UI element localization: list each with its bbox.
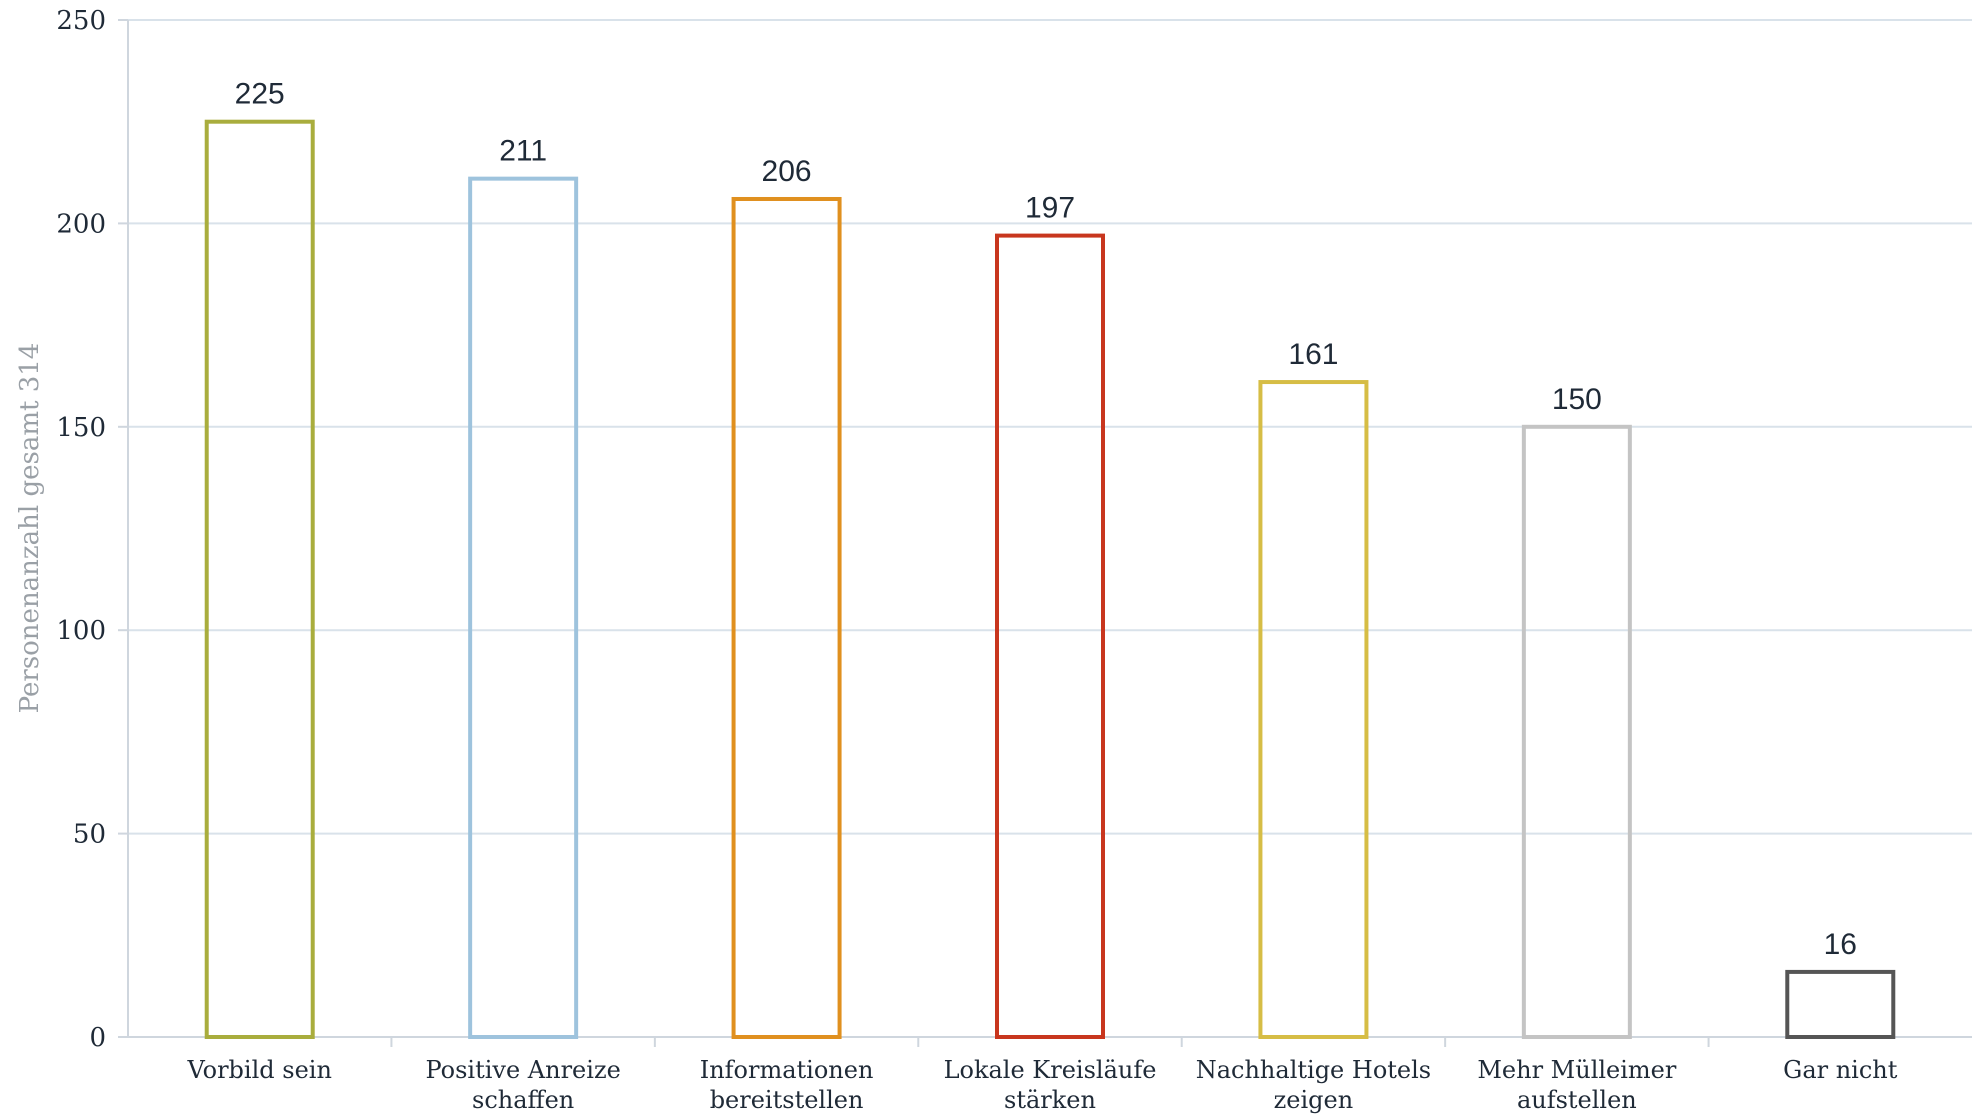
x-tick-label: Nachhaltige Hotels zeigen xyxy=(1196,1056,1431,1114)
y-tick-label: 50 xyxy=(73,820,106,850)
bar xyxy=(1258,380,1369,1039)
x-tick-label: Lokale Kreisläufe stärken xyxy=(944,1056,1157,1114)
y-axis-label: Personenanzahl gesamt 314 xyxy=(15,343,45,714)
bar xyxy=(204,119,315,1039)
x-tick-label-line: Nachhaltige Hotels xyxy=(1196,1056,1431,1084)
x-tick-label-line: Mehr Mülleimer xyxy=(1477,1056,1677,1084)
y-tick-label: 250 xyxy=(56,6,106,36)
bars xyxy=(204,119,1896,1040)
data-label: 206 xyxy=(762,155,812,188)
bar xyxy=(995,233,1105,1039)
data-label: 16 xyxy=(1824,928,1857,961)
x-tick-label-line: bereitstellen xyxy=(710,1086,864,1114)
data-label: 225 xyxy=(235,78,285,111)
x-tick-label-line: schaffen xyxy=(472,1086,574,1114)
y-tick-label: 0 xyxy=(89,1023,106,1053)
x-tick-label-line: Lokale Kreisläufe xyxy=(944,1056,1157,1084)
x-tick-label: Informationen bereitstellen xyxy=(700,1056,874,1114)
x-tick-label-line: Gar nicht xyxy=(1783,1056,1898,1084)
x-tick-label: Vorbild sein xyxy=(187,1056,332,1084)
x-tick-label-line: Positive Anreize xyxy=(425,1056,620,1084)
y-tick-label: 200 xyxy=(56,209,106,239)
grid-lines xyxy=(118,19,1972,1047)
x-tick-label-line: zeigen xyxy=(1274,1086,1354,1114)
data-label: 197 xyxy=(1025,192,1075,225)
x-tick-label: Gar nicht xyxy=(1783,1056,1898,1084)
value-labels: 225 211 206 197 161 150 16 xyxy=(235,78,1857,961)
bar xyxy=(731,196,842,1039)
data-label: 161 xyxy=(1288,338,1338,371)
bar xyxy=(1785,969,1896,1039)
axes xyxy=(127,20,1972,1038)
data-label: 150 xyxy=(1552,383,1602,416)
category-labels: Vorbild sein Positive Anreize schaffen Info… xyxy=(187,1056,1898,1114)
bar xyxy=(468,176,579,1040)
x-tick-label-line: aufstellen xyxy=(1517,1086,1637,1114)
data-label: 211 xyxy=(499,135,547,168)
bar xyxy=(1521,424,1632,1039)
y-tick-labels: 0 50 100 150 200 250 xyxy=(56,6,106,1053)
y-tick-label: 100 xyxy=(56,616,106,646)
y-tick-label: 150 xyxy=(56,413,106,443)
x-tick-label-line: Informationen xyxy=(700,1056,874,1084)
x-tick-label-line: stärken xyxy=(1004,1086,1096,1114)
x-tick-label: Positive Anreize schaffen xyxy=(425,1056,620,1114)
x-tick-label: Mehr Mülleimer aufstellen xyxy=(1477,1056,1677,1114)
x-tick-label-line: Vorbild sein xyxy=(187,1056,332,1084)
